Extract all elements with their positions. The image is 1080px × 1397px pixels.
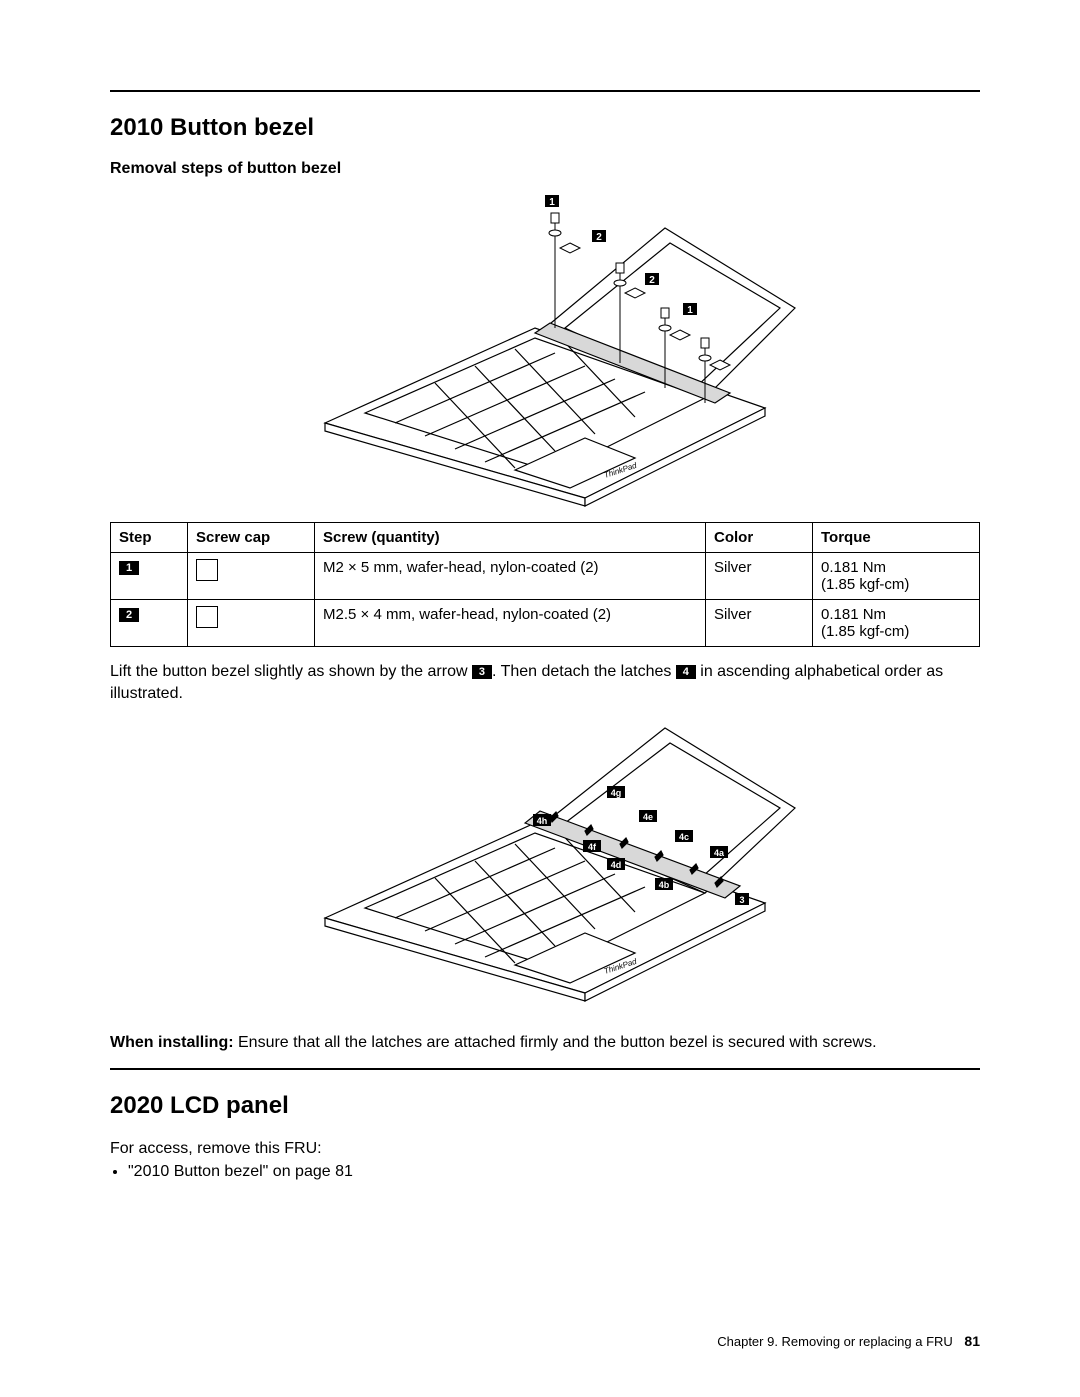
mid-rule (110, 1068, 980, 1070)
instruction-when-installing: When installing: Ensure that all the lat… (110, 1032, 980, 1054)
page-footer: Chapter 9. Removing or replacing a FRU 8… (110, 1333, 980, 1349)
callout-4d: 4d (611, 860, 622, 870)
instruction-lift-bezel: Lift the button bezel slightly as shown … (110, 661, 980, 704)
section-title-button-bezel: 2010 Button bezel (110, 114, 980, 142)
screw-cap-box-icon (196, 559, 218, 581)
footer-chapter: Chapter 9. Removing or replacing a FRU (717, 1334, 953, 1349)
callout-4c: 4c (679, 832, 689, 842)
callout-3: 3 (739, 895, 744, 905)
table-row: 2 M2.5 × 4 mm, wafer-head, nylon-coated … (111, 600, 980, 647)
th-step: Step (111, 523, 188, 553)
callout-4f: 4f (588, 842, 597, 852)
top-rule (110, 90, 980, 92)
cell-torque: 0.181 Nm (1.85 kgf-cm) (813, 600, 980, 647)
callout-4g: 4g (611, 788, 622, 798)
fru-list: "2010 Button bezel" on page 81 (128, 1163, 980, 1181)
diagram-button-bezel-latches: 4g 4e 4h 4c 4f 4a 4d 4b 3 ThinkPad (285, 718, 805, 1018)
th-qty: Screw (quantity) (315, 523, 706, 553)
cell-qty: M2 × 5 mm, wafer-head, nylon-coated (2) (315, 553, 706, 600)
table-row: 1 M2 × 5 mm, wafer-head, nylon-coated (2… (111, 553, 980, 600)
cell-torque: 0.181 Nm (1.85 kgf-cm) (813, 553, 980, 600)
page: 2010 Button bezel Removal steps of butto… (0, 0, 1080, 1397)
step-icon-2: 2 (119, 608, 139, 622)
callout-1b: 1 (687, 305, 693, 316)
th-color: Color (706, 523, 813, 553)
step-icon-1: 1 (119, 561, 139, 575)
th-torque: Torque (813, 523, 980, 553)
screw-cap-box-icon (196, 606, 218, 628)
callout-4b: 4b (659, 880, 670, 890)
subheading-removal-steps: Removal steps of button bezel (110, 160, 980, 178)
cell-color: Silver (706, 600, 813, 647)
callout-2a: 2 (596, 232, 602, 243)
inline-ref-4: 4 (676, 665, 696, 679)
section-title-lcd-panel: 2020 LCD panel (110, 1092, 980, 1120)
cell-qty: M2.5 × 4 mm, wafer-head, nylon-coated (2… (315, 600, 706, 647)
callout-4e: 4e (643, 812, 653, 822)
diagram-button-bezel-screws: 1 2 2 1 ThinkPad (285, 188, 805, 508)
cell-color: Silver (706, 553, 813, 600)
footer-page-number: 81 (964, 1333, 980, 1349)
lcd-intro: For access, remove this FRU: (110, 1138, 980, 1160)
table-header-row: Step Screw cap Screw (quantity) Color To… (111, 523, 980, 553)
th-cap: Screw cap (188, 523, 315, 553)
callout-4h: 4h (537, 816, 548, 826)
callout-1a: 1 (549, 197, 555, 208)
fru-list-item: "2010 Button bezel" on page 81 (128, 1163, 980, 1181)
inline-ref-3: 3 (472, 665, 492, 679)
callout-4a: 4a (714, 848, 725, 858)
callout-2b: 2 (649, 275, 655, 286)
screw-table: Step Screw cap Screw (quantity) Color To… (110, 522, 980, 647)
